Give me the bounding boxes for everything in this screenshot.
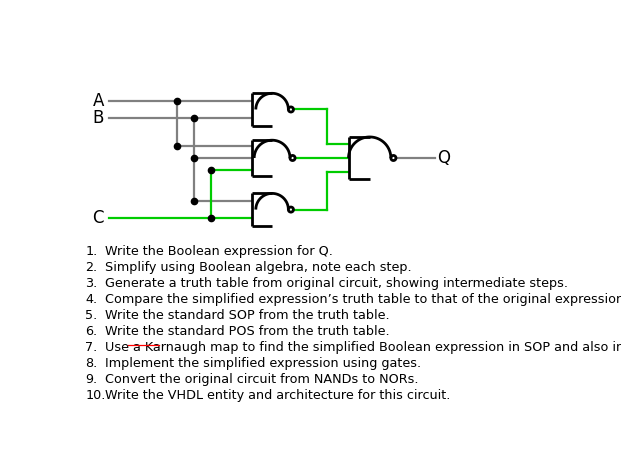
Text: 5.: 5. [85, 309, 97, 322]
Text: C: C [93, 208, 104, 227]
Text: Implement the simplified expression using gates.: Implement the simplified expression usin… [105, 357, 421, 370]
Text: Write the standard SOP from the truth table.: Write the standard SOP from the truth ta… [105, 309, 389, 322]
Text: 7.: 7. [85, 341, 97, 354]
Text: 4.: 4. [85, 293, 97, 306]
Text: A: A [93, 92, 104, 110]
Text: 6.: 6. [85, 325, 97, 338]
Text: 1.: 1. [85, 245, 97, 258]
Text: Write the VHDL entity and architecture for this circuit.: Write the VHDL entity and architecture f… [105, 389, 450, 402]
Text: 10.: 10. [85, 389, 106, 402]
Text: Write the standard POS from the truth table.: Write the standard POS from the truth ta… [105, 325, 389, 338]
Text: Use a Karnaugh map to find the simplified Boolean expression in SOP and also in : Use a Karnaugh map to find the simplifie… [105, 341, 621, 354]
Text: 2.: 2. [85, 261, 97, 274]
Text: Simplify using Boolean algebra, note each step.: Simplify using Boolean algebra, note eac… [105, 261, 411, 274]
Text: 9.: 9. [85, 373, 97, 386]
Text: 3.: 3. [85, 277, 97, 290]
Text: Q: Q [437, 149, 450, 167]
Text: Compare the simplified expression’s truth table to that of the original expressi: Compare the simplified expression’s trut… [105, 293, 621, 306]
Text: Convert the original circuit from NANDs to NORs.: Convert the original circuit from NANDs … [105, 373, 419, 386]
Text: Write the Boolean expression for Q.: Write the Boolean expression for Q. [105, 245, 333, 258]
Text: 8.: 8. [85, 357, 97, 370]
Text: B: B [93, 109, 104, 127]
Text: Generate a truth table from original circuit, showing intermediate steps.: Generate a truth table from original cir… [105, 277, 568, 290]
